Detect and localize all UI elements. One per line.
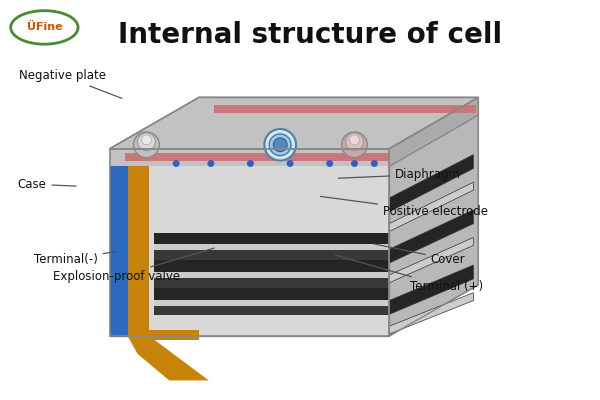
Polygon shape	[389, 98, 478, 166]
Polygon shape	[389, 210, 473, 263]
Circle shape	[346, 133, 364, 151]
Bar	[154, 306, 389, 315]
Ellipse shape	[11, 11, 78, 44]
Circle shape	[287, 160, 293, 167]
Bar	[110, 149, 389, 166]
Circle shape	[326, 160, 333, 167]
Polygon shape	[214, 105, 476, 113]
Text: Case: Case	[17, 178, 76, 191]
Circle shape	[269, 134, 291, 156]
Circle shape	[247, 160, 254, 167]
Circle shape	[351, 160, 358, 167]
Text: Terminal(-): Terminal(-)	[34, 252, 116, 266]
Polygon shape	[110, 98, 478, 149]
Bar	[154, 232, 389, 244]
Circle shape	[142, 135, 151, 145]
Bar	[128, 149, 149, 336]
Text: ÜFine: ÜFine	[26, 22, 62, 32]
Text: Internal structure of cell: Internal structure of cell	[118, 20, 502, 48]
Polygon shape	[110, 98, 478, 149]
Polygon shape	[389, 182, 473, 232]
Circle shape	[265, 129, 296, 160]
Text: Positive electrode: Positive electrode	[320, 196, 488, 218]
Text: Explosion-proof valve: Explosion-proof valve	[53, 248, 214, 284]
Bar	[149, 330, 199, 340]
Polygon shape	[128, 98, 239, 149]
Text: Cover: Cover	[374, 244, 466, 266]
Bar	[154, 244, 389, 250]
Bar	[110, 149, 389, 336]
Bar	[154, 278, 389, 288]
Circle shape	[137, 133, 155, 151]
Circle shape	[350, 135, 359, 145]
Bar	[154, 300, 389, 306]
Bar	[154, 272, 389, 278]
Bar	[154, 288, 389, 300]
Polygon shape	[389, 98, 478, 336]
Polygon shape	[389, 293, 473, 334]
Text: Terminal (+): Terminal (+)	[335, 255, 483, 293]
Polygon shape	[389, 238, 473, 283]
Polygon shape	[110, 98, 217, 149]
Circle shape	[371, 160, 378, 167]
Bar	[154, 250, 389, 260]
Text: Diaphragm: Diaphragm	[338, 168, 461, 181]
Polygon shape	[128, 336, 209, 380]
Text: Negative plate: Negative plate	[19, 69, 122, 98]
Bar	[110, 149, 128, 336]
Bar	[154, 260, 389, 272]
Polygon shape	[125, 153, 389, 160]
Circle shape	[273, 138, 287, 152]
Polygon shape	[389, 265, 473, 314]
Circle shape	[173, 160, 179, 167]
Polygon shape	[389, 155, 473, 212]
FancyBboxPatch shape	[110, 149, 389, 336]
Circle shape	[134, 132, 160, 158]
Bar	[149, 149, 389, 336]
Circle shape	[208, 160, 214, 167]
Circle shape	[341, 132, 367, 158]
